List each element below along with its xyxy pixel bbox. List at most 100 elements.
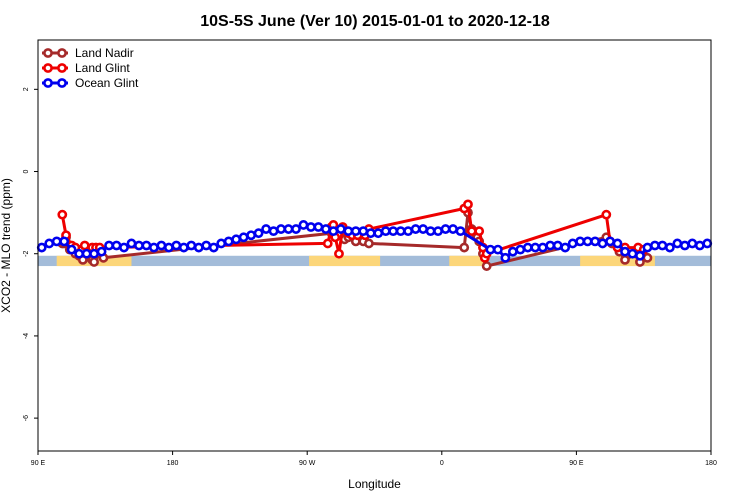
series-2-point-4 (66, 244, 77, 255)
y-axis: 2 0 -2 -4 -6 (23, 87, 38, 421)
series-2-point-14 (141, 240, 152, 251)
series-2-point-39 (328, 226, 339, 237)
land-segment-2 (449, 255, 487, 267)
series-1-point-21 (466, 226, 477, 237)
land-segment-3 (580, 255, 655, 267)
series-2-point-25 (223, 236, 234, 247)
series-1-point-26 (601, 209, 612, 220)
series-2-point-12 (126, 238, 137, 249)
series-layer (36, 199, 713, 271)
series-2-point-13 (134, 240, 144, 251)
x-tick-label-1: 180 (167, 460, 179, 467)
series-2-point-50 (410, 224, 421, 234)
series-2-point-84 (687, 238, 698, 249)
y-tick-label-0: 2 (23, 87, 30, 91)
series-0-point-18 (459, 242, 470, 253)
series-2-point-68 (567, 238, 578, 249)
series-2-point-59 (500, 252, 511, 263)
legend-marker-right-0 (57, 48, 67, 58)
series-2-point-82 (672, 238, 683, 249)
series-2-point-9 (104, 240, 114, 251)
series-2-point-60 (507, 246, 518, 257)
x-tick-label-2: 90 W (299, 460, 316, 467)
x-tick-label-4: 90 E (569, 460, 584, 467)
series-2-point-64 (537, 242, 548, 253)
series-2-point-0 (36, 242, 47, 253)
series-2-point-76 (627, 248, 638, 259)
series-2-point-57 (485, 244, 496, 255)
series-2-point-43 (358, 226, 369, 237)
legend-item-2: Ocean Glint (42, 76, 139, 90)
series-2-point-74 (612, 238, 623, 249)
series-2-point-22 (201, 240, 212, 251)
series-2-point-10 (111, 240, 122, 251)
series-2-point-8 (96, 246, 107, 257)
x-tick-label-0: 90 E (31, 460, 46, 467)
series-2-point-78 (642, 242, 653, 253)
series-1-point-20 (463, 199, 473, 210)
series-0-point-29 (620, 254, 630, 265)
series-2-point-23 (208, 242, 219, 253)
series-2-point-51 (418, 224, 429, 234)
legend-marker-left-0 (43, 48, 53, 58)
series-2-point-55 (448, 224, 458, 234)
series-2-point-45 (373, 228, 384, 239)
series-2-point-40 (335, 224, 346, 234)
series-2-point-73 (605, 236, 615, 247)
series-2-point-86 (702, 238, 713, 249)
series-2-point-44 (365, 228, 376, 239)
series-1-point-22 (474, 226, 485, 237)
legend-marker-right-1 (57, 63, 67, 73)
x-axis: 90 E 180 90 W 0 90 E 180 (31, 451, 717, 467)
series-2-point-5 (74, 248, 85, 259)
series-2-point-36 (306, 222, 316, 232)
series-2-point-20 (186, 240, 197, 251)
series-2-point-21 (193, 242, 204, 253)
series-2-point-83 (679, 240, 690, 251)
series-2-point-53 (433, 226, 443, 237)
series-1-point-8 (322, 238, 333, 249)
series-2-point-6 (81, 248, 92, 259)
series-2-point-32 (276, 224, 286, 234)
series-2-point-85 (694, 240, 705, 251)
series-2-point-27 (238, 232, 249, 243)
series-2 (36, 220, 713, 263)
series-0-point-17 (363, 238, 374, 249)
legend-marker-left-1 (43, 63, 53, 73)
series-2-point-18 (171, 240, 182, 251)
series-2-point-47 (388, 226, 399, 237)
series-2-point-63 (530, 242, 541, 253)
series-2-point-56 (455, 226, 466, 237)
chart-title: 10S-5S June (Ver 10) 2015-01-01 to 2020-… (200, 13, 550, 30)
series-1-point-12 (334, 248, 344, 259)
series-2-point-49 (403, 226, 414, 237)
y-tick-label-2: -2 (23, 251, 30, 257)
legend-marker-right-2 (57, 78, 67, 88)
legend-label-0: Land Nadir (75, 46, 134, 60)
series-2-point-52 (425, 226, 436, 237)
series-2-point-54 (440, 224, 451, 234)
land-ocean-band (38, 255, 711, 267)
series-2-point-1 (44, 238, 55, 249)
plot-frame (37, 39, 712, 452)
x-axis-label: Longitude (348, 477, 401, 491)
series-2-point-19 (178, 242, 189, 253)
series-2-point-28 (246, 230, 257, 241)
series-1-point-0 (57, 209, 68, 220)
series-2-point-67 (560, 242, 571, 253)
series-2-point-58 (492, 244, 503, 255)
series-2-point-11 (119, 242, 129, 253)
x-tick-label-3: 0 (440, 460, 444, 467)
series-2-point-62 (522, 242, 533, 253)
series-2-point-38 (320, 224, 331, 234)
series-2-point-24 (216, 238, 227, 249)
land-segment-1 (309, 255, 381, 267)
series-2-point-2 (51, 236, 62, 247)
series-2-point-26 (231, 234, 242, 245)
series-2-point-77 (635, 250, 645, 261)
y-tick-label-1: 0 (23, 169, 30, 173)
series-2-point-81 (664, 242, 675, 253)
legend-item-1: Land Glint (42, 61, 130, 75)
series-2-point-33 (283, 224, 294, 234)
